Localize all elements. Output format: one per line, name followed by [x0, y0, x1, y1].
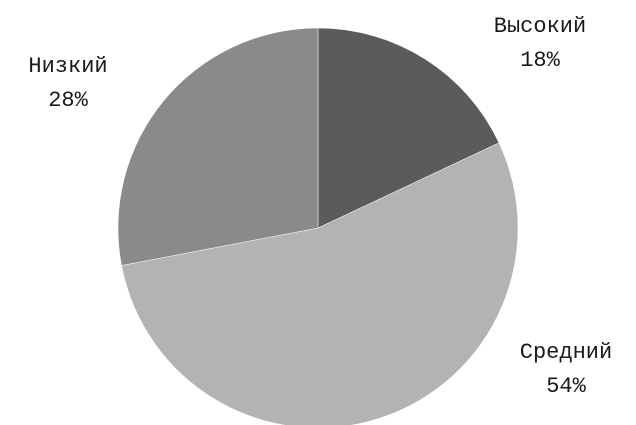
- slice-label-nizkiy-percent: 28%: [48, 88, 88, 113]
- pie-slice-nizkiy: [117, 27, 319, 266]
- slice-label-nizkiy-name: Низкий: [28, 54, 107, 79]
- slice-label-sredniy-percent: 54%: [546, 374, 586, 399]
- labels-layer: Высокий 18% Средний 54% Низкий 28%: [28, 14, 612, 399]
- slice-label-vysokiy-name: Высокий: [494, 14, 586, 39]
- slice-label-vysokiy-percent: 18%: [520, 48, 560, 73]
- pie-slice-sredniy: [121, 142, 519, 425]
- pie-slice-vysokiy: [317, 27, 500, 229]
- slices-layer: [117, 27, 519, 425]
- slice-label-sredniy-name: Средний: [520, 340, 612, 365]
